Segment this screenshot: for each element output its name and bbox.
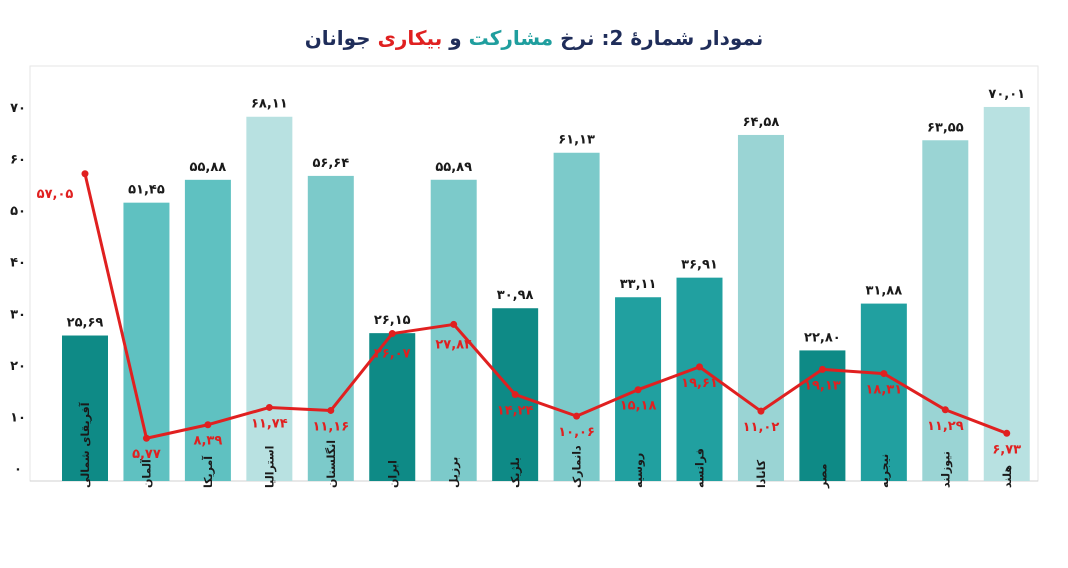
line-series [81, 170, 1011, 442]
y-tick-label: ۳۰ [10, 307, 26, 322]
line-point [696, 363, 703, 371]
bar [307, 175, 354, 482]
bar [860, 303, 907, 481]
bar [184, 179, 231, 482]
title-unemployment: بیکاری [377, 26, 443, 50]
bar [922, 140, 969, 482]
bar-series [62, 106, 1030, 482]
x-tick-label: دانمارک [571, 445, 584, 488]
y-tick-label: ۶۰ [10, 153, 26, 168]
bar-value-label: ۶۴,۵۸ [743, 115, 780, 130]
line-value-label: ۱۱,۷۴ [251, 416, 288, 431]
line-point [81, 170, 89, 178]
bar-value-label: ۵۵,۸۸ [190, 160, 227, 175]
line-value-label: ۸,۳۹ [194, 434, 223, 449]
line-point [818, 365, 826, 373]
line-value-label: ۵,۷۷ [132, 447, 161, 462]
bar [553, 152, 600, 482]
bar [369, 333, 416, 481]
x-tick-label: آلمان [139, 459, 153, 488]
x-tick-label: مصر [816, 464, 829, 490]
y-tick-label: ۱۰ [10, 410, 26, 425]
bar-value-label: ۳۳,۱۱ [620, 277, 657, 292]
bar-value-label: ۲۵,۶۹ [67, 316, 104, 331]
y-tick-label: ۷۰ [10, 101, 26, 116]
bar [246, 116, 293, 481]
line-point [142, 434, 150, 442]
x-tick-label: هلند [1001, 465, 1014, 488]
x-tick-label: برزیل [448, 457, 461, 488]
bar-value-label: ۳۶,۹۱ [681, 258, 718, 273]
bar-value-label: ۳۰,۹۸ [497, 288, 534, 303]
x-tick-label: انگلستان [325, 440, 338, 488]
bar-value-label: ۳۱,۸۸ [866, 284, 903, 299]
line-point [388, 330, 396, 338]
x-tick-label: آمریکا [201, 456, 215, 488]
line-value-label: ۱۰,۰۶ [558, 425, 595, 440]
x-tick-label: کانادا [755, 459, 768, 488]
line-value-label: ۱۱,۱۶ [312, 419, 349, 434]
title-suffix: جوانان [304, 26, 371, 50]
x-tick-label: ایران [386, 460, 399, 488]
y-tick-label: ۴۰ [10, 256, 26, 271]
title-prefix: نمودار شمارۀ 2: نرخ [560, 26, 764, 50]
chart-title: نمودار شمارۀ 2: نرخ مشارکت و بیکاری جوان… [0, 26, 1068, 50]
bar [62, 335, 108, 481]
y-tick-label: ۵۰ [10, 204, 26, 219]
bar-value-label: ۵۶,۶۴ [312, 156, 349, 171]
line-point [327, 406, 335, 414]
x-axis: آفریقای شمالی آلمان آمریکا استرالیا انگلستان… [78, 402, 1014, 489]
bar-value-label: ۲۶,۱۵ [374, 313, 411, 328]
line-point [450, 320, 458, 328]
bar-value-label: ۶۸,۱۱ [251, 97, 288, 112]
x-tick-label: نیجریه [878, 454, 891, 488]
x-tick-label: آفریقای شمالی [78, 402, 92, 488]
line-value-label: ۱۱,۰۲ [743, 420, 780, 435]
bar [737, 134, 784, 481]
line-value-label: ۱۹,۱۳ [804, 378, 841, 393]
line-point [573, 412, 581, 420]
line-point [204, 421, 212, 429]
line-point [265, 403, 273, 411]
line-point [634, 386, 642, 394]
title-connector: و [449, 26, 462, 50]
x-tick-label: استرالیا [263, 446, 276, 488]
x-tick-label: روسیه [632, 453, 645, 488]
line-labels: ۵۷,۰۵ ۵,۷۷ ۸,۳۹ ۱۱,۷۴ ۱۱,۱۶ ۲۶,۰۷ ۲۷,۸۴ ۱۴,۲۴ ۱۰… [37, 187, 1022, 462]
line-point [511, 391, 519, 399]
bar [430, 179, 477, 482]
line-value-label: ۱۱,۲۹ [927, 419, 964, 434]
bar-value-label: ۷۰,۰۱ [988, 87, 1025, 102]
line-value-label: ۱۴,۲۴ [497, 404, 534, 419]
unemployment-line [83, 173, 1008, 440]
bar-value-label: ۲۲,۸۰ [804, 330, 841, 345]
x-tick-label: نیوزلند [939, 451, 952, 488]
y-axis: ۰ ۱۰ ۲۰ ۳۰ ۴۰ ۵۰ ۶۰ ۷۰ [10, 101, 26, 477]
line-value-label: ۲۶,۰۷ [374, 347, 411, 362]
line-point [880, 370, 888, 378]
line-value-label: ۲۷,۸۴ [435, 337, 472, 352]
bar-value-label: ۶۱,۱۳ [558, 133, 595, 148]
bar-labels: ۲۵,۶۹ ۵۱,۴۵ ۵۵,۸۸ ۶۸,۱۱ ۵۶,۶۴ ۲۶,۱۵ ۵۵,۸۹ ۳۰,۹۸… [67, 87, 1025, 345]
bar [983, 106, 1030, 481]
line-value-label: ۱۸,۳۱ [866, 383, 903, 398]
line-value-label: ۵۷,۰۵ [37, 187, 74, 202]
line-value-label: ۱۹,۶۱ [681, 376, 718, 391]
x-tick-label: فرانسه [694, 448, 707, 488]
line-point [941, 406, 949, 414]
y-tick-label: ۰ [14, 462, 22, 477]
bar-value-label: ۵۱,۴۵ [128, 183, 165, 198]
line-point [1003, 429, 1011, 437]
line-value-label: ۱۵,۱۸ [620, 399, 657, 414]
y-tick-label: ۲۰ [10, 359, 26, 374]
line-value-label: ۶,۷۳ [992, 442, 1021, 457]
x-tick-label: بلژیک [509, 457, 522, 488]
title-participation: مشارکت [468, 26, 554, 50]
line-point [757, 407, 765, 415]
bar-value-label: ۶۳,۵۵ [927, 120, 964, 135]
bar-value-label: ۵۵,۸۹ [435, 160, 472, 175]
